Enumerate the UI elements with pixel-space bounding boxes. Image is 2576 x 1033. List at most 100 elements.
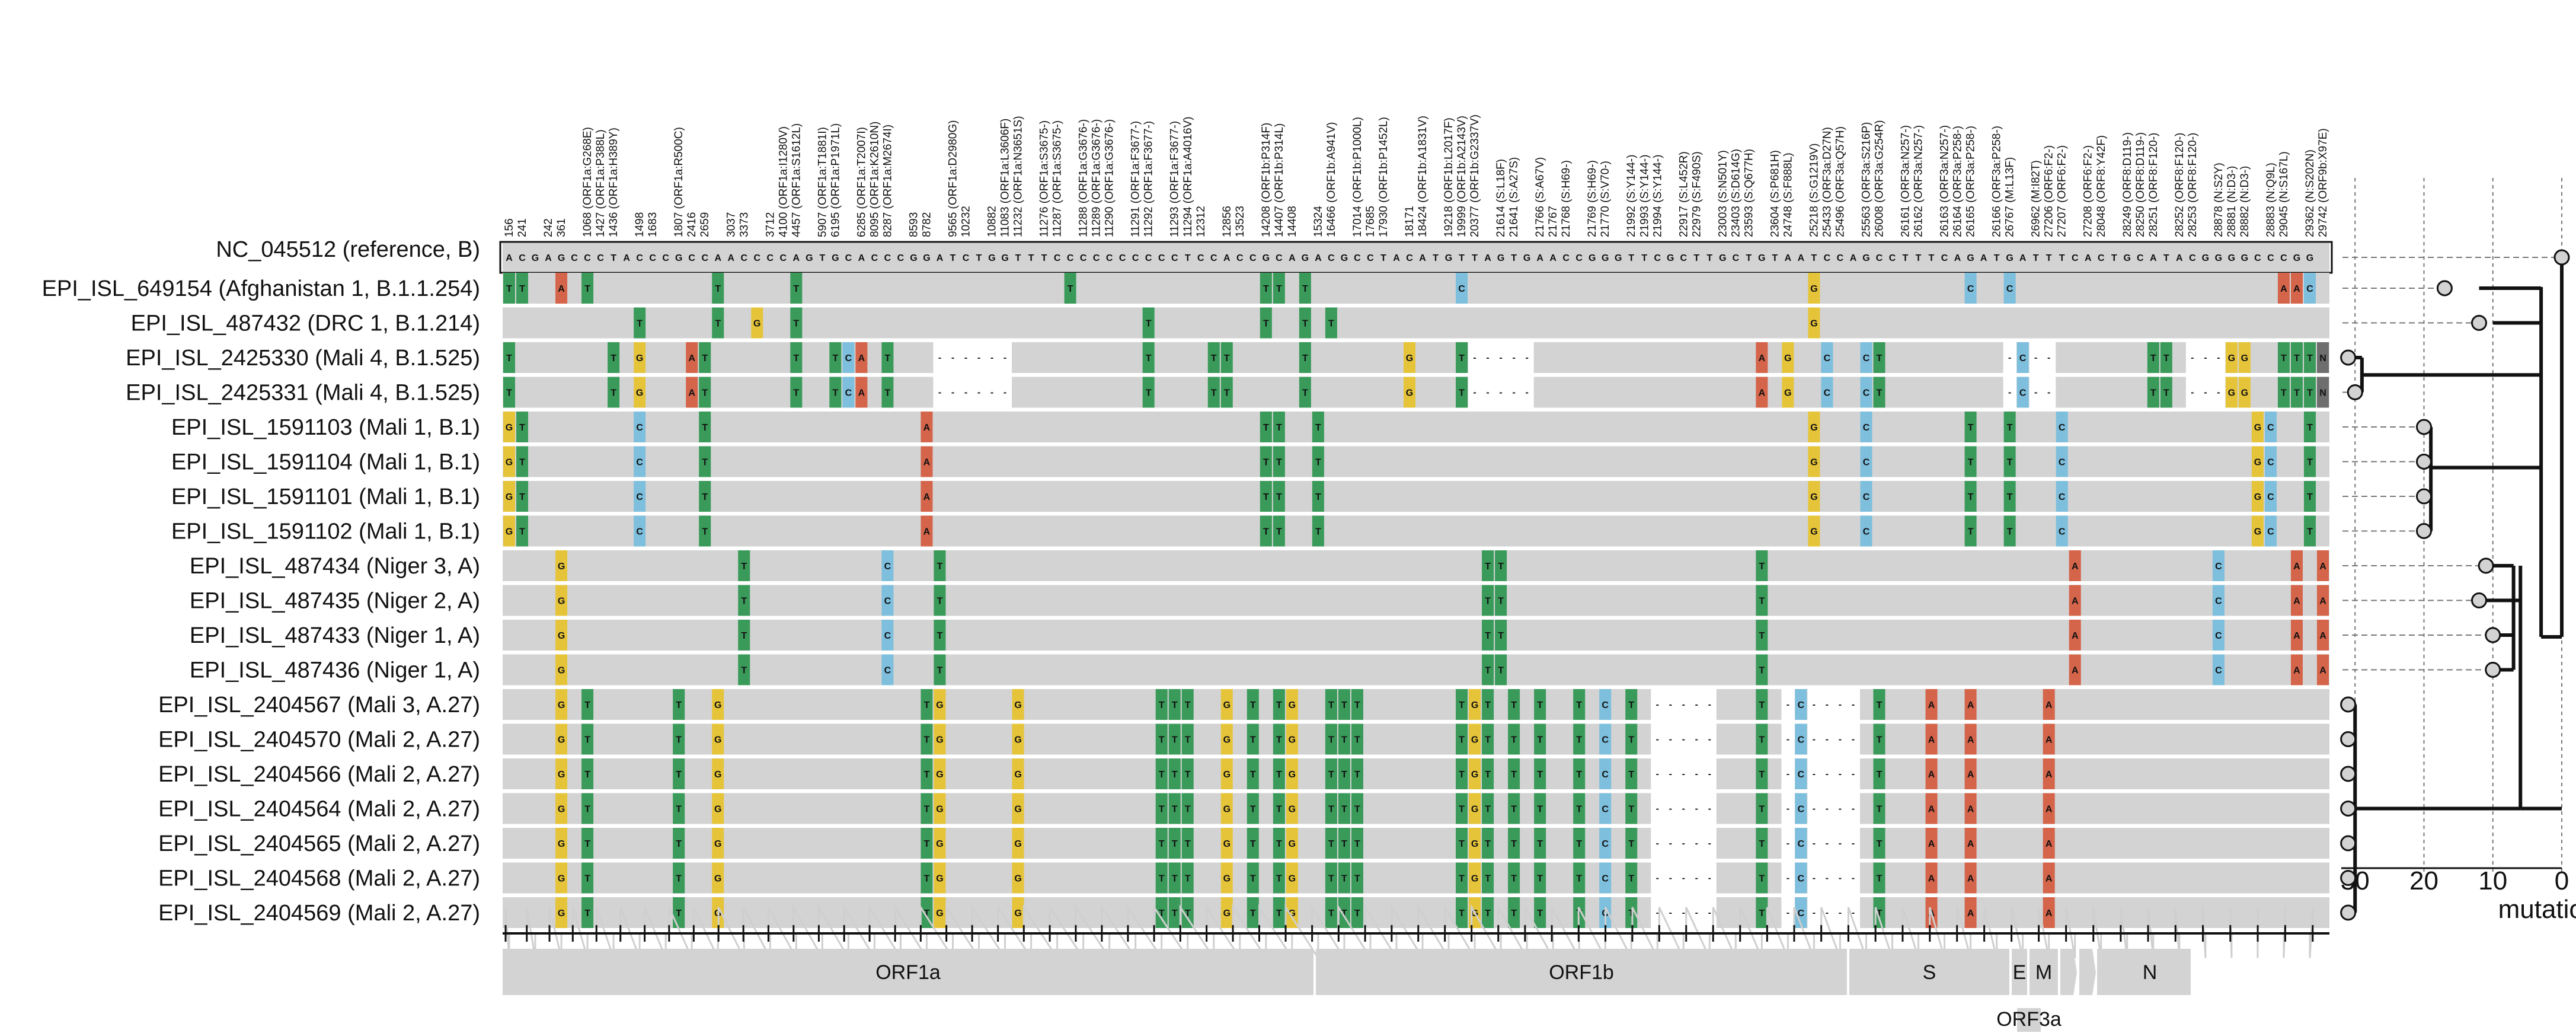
variant-base: T [793,319,799,329]
deletion-mark: - [1525,388,1528,398]
deletion-cell [2198,377,2213,408]
variant-cell [1142,342,1155,373]
gene-label: ORF1a [875,961,941,984]
variant-cell [581,862,594,894]
variant-base: C [2267,458,2274,468]
variant-cell [1795,862,1807,894]
variant-base: T [1877,770,1883,780]
variant-base: T [1759,770,1765,780]
variant-base: T [1877,874,1883,884]
deletion-cell [1507,342,1521,373]
variant-cell [1142,307,1155,339]
variant-base: T [937,631,943,641]
variant-cell [1756,723,1768,755]
mutation-label: 18171 [1404,206,1416,237]
reference-base: A [1798,253,1805,263]
variant-base: G [1014,700,1021,710]
variant-cell [842,342,855,373]
variant-base: T [1172,700,1178,710]
variant-cell [1873,862,1885,894]
reference-base: A [1536,253,1543,263]
variant-cell [881,620,894,651]
variant-cell [1625,897,1638,928]
variant-cell [1808,307,1820,339]
variant-cell [1873,758,1885,789]
deletion-cell [959,342,973,373]
reference-base: T [1994,253,2000,263]
tree-leaf-node [2340,349,2357,366]
variant-base: T [715,319,721,329]
sample-label: EPI_ISL_2404569 (Mali 2, A.27) [158,901,480,926]
variant-cell [1338,689,1350,720]
deletion-cell [1781,862,1795,894]
reference-base: G [2293,253,2300,263]
variant-cell [2069,550,2081,581]
variant-base: T [611,353,616,364]
row-background [503,828,2329,859]
variant-cell [1168,793,1181,824]
variant-base: C [1863,492,1870,502]
sample-label: EPI_ISL_1591102 (Mali 1, B.1) [171,519,480,544]
deletion-cell [1677,689,1690,720]
deletion-mark: - [1786,908,1789,918]
deletion-cell [1664,793,1677,824]
deletion-cell [1481,342,1495,373]
variant-base: T [1877,908,1883,919]
deletion-cell [985,342,999,373]
mutation-label: 24748 (S:F888L) [1782,152,1794,237]
variant-cell [1573,723,1586,755]
variant-base: T [1576,700,1582,710]
variant-cell [1964,897,1977,928]
mutation-label: 25218 (S:G1219V) [1808,144,1820,237]
deletion-cell [946,342,960,373]
sample-rows: EPI_ISL_649154 (Afghanistan 1, B.1.1.254… [42,273,2329,928]
variant-cell [738,654,750,686]
variant-base: G [936,700,943,710]
variant-cell [2212,654,2225,686]
deletion-mark: - [1839,838,1842,849]
deletion-mark: - [2217,388,2220,398]
variant-cell [1260,515,1272,547]
variant-cell [934,723,946,755]
row-background [503,897,2329,928]
variant-base: T [1276,458,1282,468]
deletion-cell [1833,758,1847,789]
reference-base: G [2006,253,2013,263]
deletion-cell [1651,689,1664,720]
mutation-label: 26767 (M:L13F) [2004,157,2016,237]
mutation-label: 21641 (S:A27S) [1508,157,1520,237]
variant-cell [2316,377,2329,408]
mutation-label: 8095 (ORF1a:K2610N) [868,122,881,237]
variant-base: T [1628,908,1634,919]
variant-base: A [923,492,931,502]
variant-cell [1625,723,1638,755]
variant-base: C [2215,666,2222,676]
variant-base: T [1498,562,1504,572]
variant-base: G [1289,770,1296,780]
variant-cell [1299,307,1311,339]
mutation-label: 17930 (ORF1b:P1452L) [1378,117,1390,237]
variant-base: G [2228,388,2235,398]
deletion-cell [1807,828,1821,859]
variant-cell [2147,342,2159,373]
variant-base: T [2307,527,2313,537]
variant-base: A [1759,388,1766,398]
tree-leaf-node [2471,592,2487,608]
deletion-mark: - [2034,353,2037,363]
variant-base: T [1224,388,1230,398]
variant-base: C [1602,735,1609,745]
variant-base: A [2046,805,2053,815]
variant-cell [1795,828,1807,859]
deletion-mark: - [1003,353,1006,363]
variant-base: T [1328,735,1334,745]
variant-cell [1260,412,1272,442]
variant-base: T [1576,770,1582,780]
deletion-cell [1703,828,1717,859]
sample-row: EPI_ISL_1591103 (Mali 1, B.1) G T C T A T T T G C T… [171,412,2329,442]
deletion-cell [1833,723,1847,755]
variant-cell [1325,793,1337,824]
row-background [503,620,2329,651]
reference-base: T [611,253,616,263]
variant-cell [555,620,568,651]
variant-cell [2043,862,2055,894]
